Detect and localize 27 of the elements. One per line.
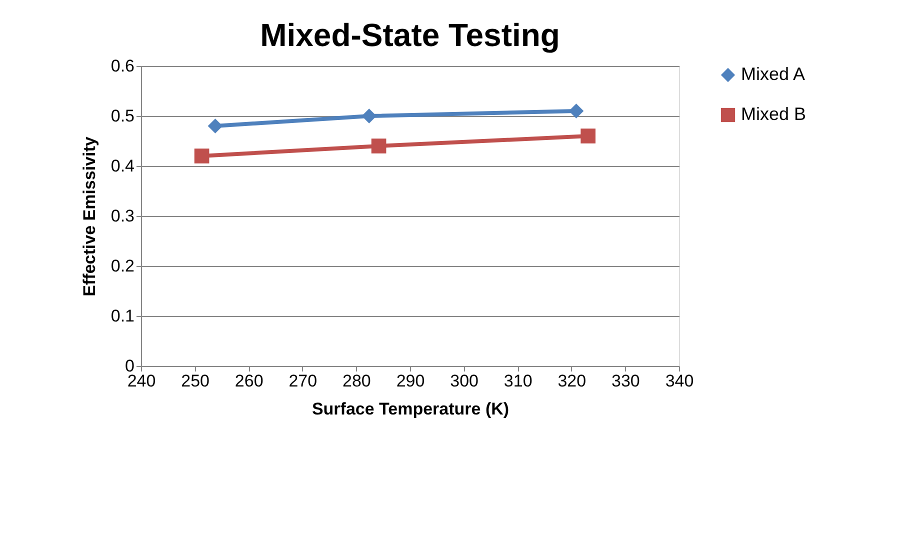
point bbox=[568, 104, 584, 118]
x-tick-label: 310 bbox=[504, 372, 532, 390]
point bbox=[194, 148, 210, 164]
x-tick-label: 280 bbox=[342, 372, 371, 390]
x-tick-label: 260 bbox=[234, 372, 264, 390]
x-tick-label: 340 bbox=[665, 372, 694, 390]
chart-title: Mixed-State Testing bbox=[260, 17, 560, 53]
point bbox=[580, 128, 596, 144]
x-tick-label: 300 bbox=[450, 372, 478, 390]
y-axis-title: Effective Emissivity bbox=[80, 136, 99, 296]
x-axis-title: Surface Temperature (K) bbox=[312, 400, 510, 418]
legend-label: Mixed A bbox=[741, 64, 806, 84]
point bbox=[362, 108, 377, 124]
y-tick-label: 0.5 bbox=[110, 106, 134, 126]
point bbox=[208, 118, 223, 134]
y-tick-label: 0.4 bbox=[110, 156, 134, 176]
x-tick-label: 250 bbox=[181, 372, 210, 390]
y-tick-label: 0.1 bbox=[110, 306, 134, 326]
x-tick-label: 320 bbox=[558, 372, 586, 390]
y-tick-label: 0.3 bbox=[110, 206, 134, 226]
x-tick-label: 330 bbox=[612, 372, 640, 390]
legend-label: Mixed B bbox=[741, 104, 806, 124]
x-tick-label: 290 bbox=[396, 372, 425, 390]
point bbox=[371, 138, 386, 154]
x-tick-label: 270 bbox=[288, 372, 318, 390]
y-tick-label: 0.2 bbox=[110, 256, 134, 276]
y-tick-label: 0.6 bbox=[110, 56, 134, 76]
